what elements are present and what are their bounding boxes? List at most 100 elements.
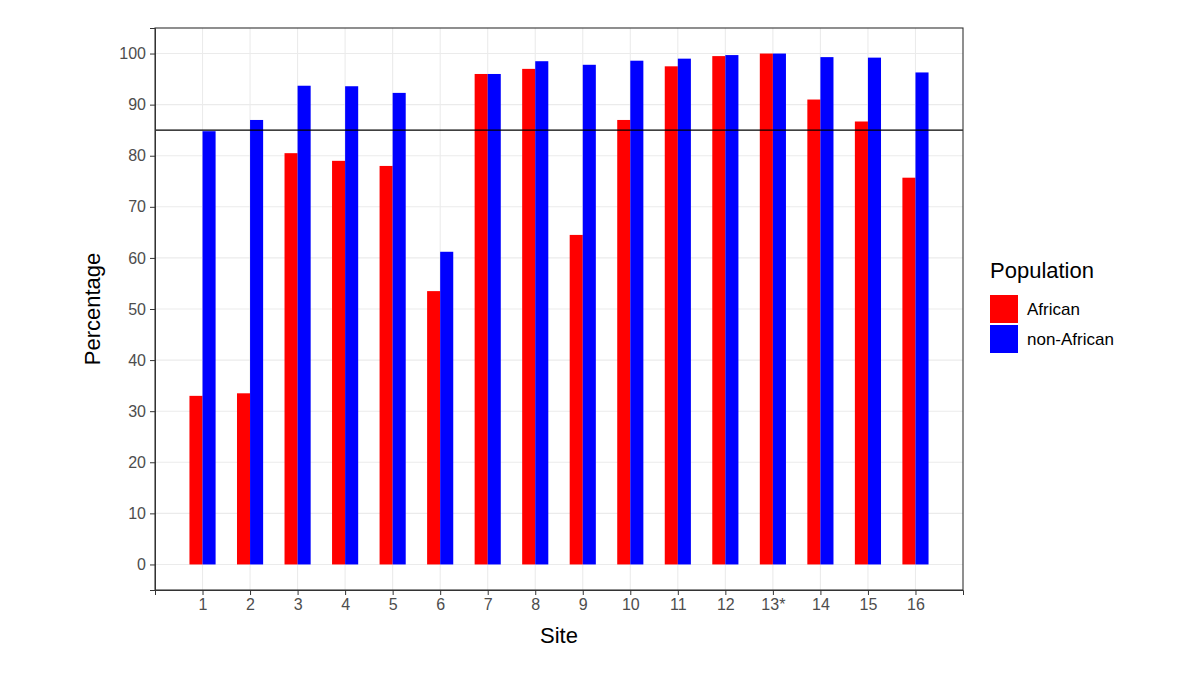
x-tick: 4 xyxy=(341,590,350,613)
bar xyxy=(475,74,488,564)
x-tick: 5 xyxy=(389,590,398,613)
x-tick: 13* xyxy=(761,590,785,613)
tick-label: 11 xyxy=(670,596,687,613)
grid-line xyxy=(155,513,963,514)
bars xyxy=(155,54,963,565)
y-tick: 30 xyxy=(128,403,155,420)
bar xyxy=(712,56,725,564)
bar xyxy=(427,291,440,564)
y-tick: 40 xyxy=(128,352,155,369)
tick-label: 14 xyxy=(812,596,830,613)
legend-key xyxy=(990,325,1018,353)
bar xyxy=(915,72,928,564)
tick-label: 80 xyxy=(128,147,146,164)
tick-label: 90 xyxy=(128,96,146,113)
tick-mark xyxy=(150,411,155,412)
bar xyxy=(570,235,583,565)
tick-mark xyxy=(345,590,346,595)
reference-line xyxy=(155,130,963,131)
y-tick: 60 xyxy=(128,250,155,267)
tick-label: 13* xyxy=(761,596,785,613)
tick-mark xyxy=(150,54,155,55)
y-tick: 90 xyxy=(128,96,155,113)
bar xyxy=(535,61,548,564)
x-tick: 7 xyxy=(484,590,493,613)
tick-mark xyxy=(150,309,155,310)
bar xyxy=(488,74,501,564)
tick-mark xyxy=(630,590,631,595)
tick-mark xyxy=(535,590,536,595)
bar xyxy=(522,69,535,565)
bar xyxy=(725,55,738,564)
tick-label: 60 xyxy=(128,250,146,267)
tick-label: 12 xyxy=(717,596,735,613)
x-tick: 6 xyxy=(436,590,445,613)
tick-label: 5 xyxy=(389,596,398,613)
x-tick: 3 xyxy=(294,590,303,613)
bar xyxy=(902,178,915,565)
y-tick: 20 xyxy=(128,454,155,471)
x-tick: 11 xyxy=(670,590,687,613)
tick-label: 0 xyxy=(137,556,146,573)
x-axis-line xyxy=(156,591,964,596)
grid-line xyxy=(155,257,963,258)
tick-mark xyxy=(150,156,155,157)
tick-mark xyxy=(440,590,441,595)
grid-line xyxy=(155,104,963,105)
y-tick: 50 xyxy=(128,301,155,318)
tick-mark xyxy=(203,590,204,595)
legend-key xyxy=(990,295,1018,323)
bar xyxy=(345,86,358,564)
bar xyxy=(665,66,678,564)
grid-line xyxy=(155,360,963,361)
bar xyxy=(807,100,820,565)
x-tick: 1 xyxy=(199,590,208,613)
tick-label: 1 xyxy=(199,596,208,613)
y-axis: 0102030405060708090100 xyxy=(119,29,155,591)
legend-label: non-African xyxy=(1027,330,1114,349)
bar xyxy=(285,153,298,564)
tick-label: 50 xyxy=(128,301,146,318)
x-tick: 15 xyxy=(860,590,878,613)
tick-mark xyxy=(150,564,155,565)
bar xyxy=(298,86,311,565)
grid-line xyxy=(155,206,963,207)
bar xyxy=(630,61,643,565)
x-axis-title: Site xyxy=(540,623,578,648)
tick-label: 16 xyxy=(907,596,925,613)
tick-label: 7 xyxy=(484,596,493,613)
tick-mark xyxy=(150,207,155,208)
legend-label: African xyxy=(1027,300,1080,319)
tick-mark xyxy=(583,590,584,595)
bar xyxy=(393,93,406,565)
tick-mark xyxy=(773,590,774,595)
tick-label: 6 xyxy=(436,596,445,613)
tick-label: 10 xyxy=(128,505,146,522)
tick-mark xyxy=(250,590,251,595)
tick-mark xyxy=(150,513,155,514)
legend: Population African non-African xyxy=(990,258,1114,353)
bar xyxy=(440,252,453,565)
tick-mark xyxy=(298,590,299,595)
tick-label: 3 xyxy=(294,596,303,613)
tick-label: 30 xyxy=(128,403,146,420)
bar xyxy=(583,65,596,565)
y-tick: 100 xyxy=(119,45,155,62)
y-axis-line xyxy=(150,29,156,591)
y-axis-title: Percentage xyxy=(80,253,105,366)
legend-title: Population xyxy=(990,258,1094,283)
tick-label: 9 xyxy=(579,596,588,613)
bar xyxy=(868,58,881,565)
tick-label: 100 xyxy=(119,45,146,62)
x-tick: 8 xyxy=(531,590,540,613)
bar xyxy=(237,393,250,564)
x-tick: 9 xyxy=(579,590,588,613)
tick-mark xyxy=(725,590,726,595)
tick-mark xyxy=(915,590,916,595)
grid-line xyxy=(155,462,963,463)
tick-mark xyxy=(820,590,821,595)
bar xyxy=(820,57,833,564)
bar xyxy=(617,120,630,564)
grid-line xyxy=(155,155,963,156)
bar xyxy=(250,120,263,564)
